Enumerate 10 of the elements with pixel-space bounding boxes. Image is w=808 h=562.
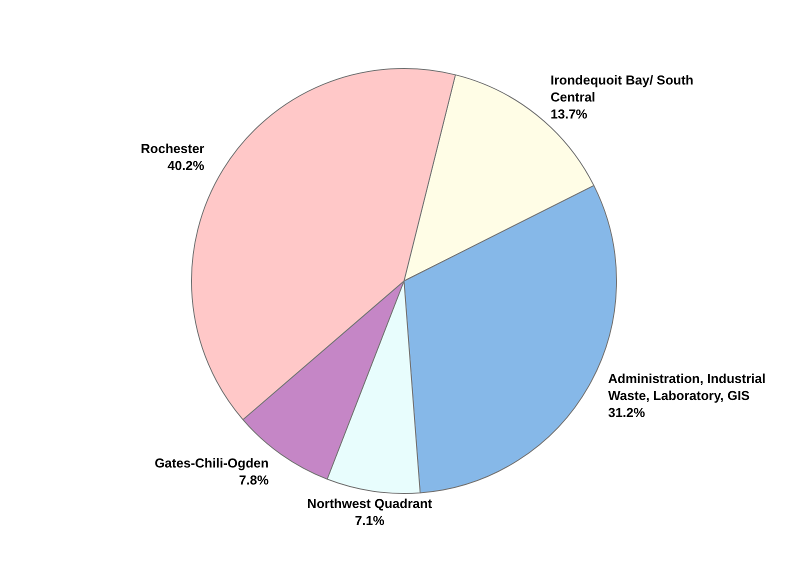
data-label: 13.7% bbox=[550, 106, 588, 122]
data-label: 7.1% bbox=[354, 513, 385, 528]
slice-label: Administration, Industrial Waste, Laboratory, GIS bbox=[608, 370, 766, 403]
data-label: 31.2% bbox=[608, 404, 646, 420]
data-label: 40.2% bbox=[167, 158, 205, 174]
slice-label: Gates-Chili-Ogden bbox=[154, 456, 269, 471]
data-label: 7.8% bbox=[239, 472, 270, 488]
slice-label: Northwest Quadrant bbox=[307, 496, 433, 512]
slice-label: Irondequoit Bay/ South Central bbox=[550, 72, 694, 104]
slice-label: Rochester bbox=[140, 141, 204, 156]
